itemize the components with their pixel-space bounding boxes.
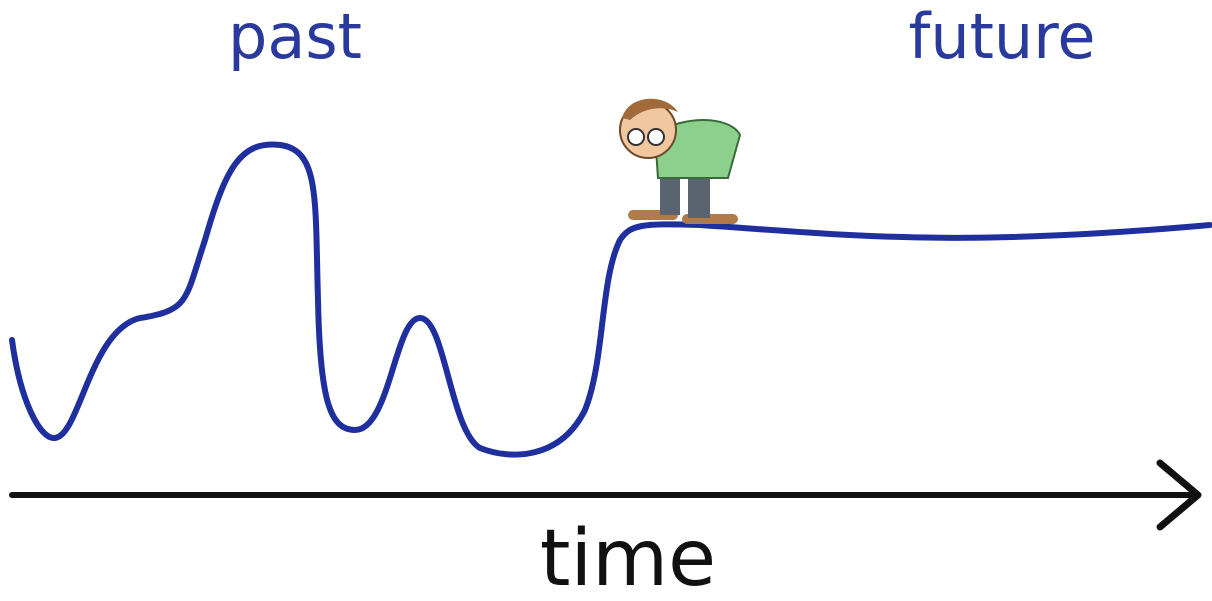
- time-label: time: [540, 514, 716, 601]
- diagram: past future time: [0, 0, 1212, 601]
- future-label: future: [909, 0, 1096, 73]
- past-label: past: [228, 0, 362, 73]
- eye: [628, 129, 644, 145]
- eye: [648, 129, 664, 145]
